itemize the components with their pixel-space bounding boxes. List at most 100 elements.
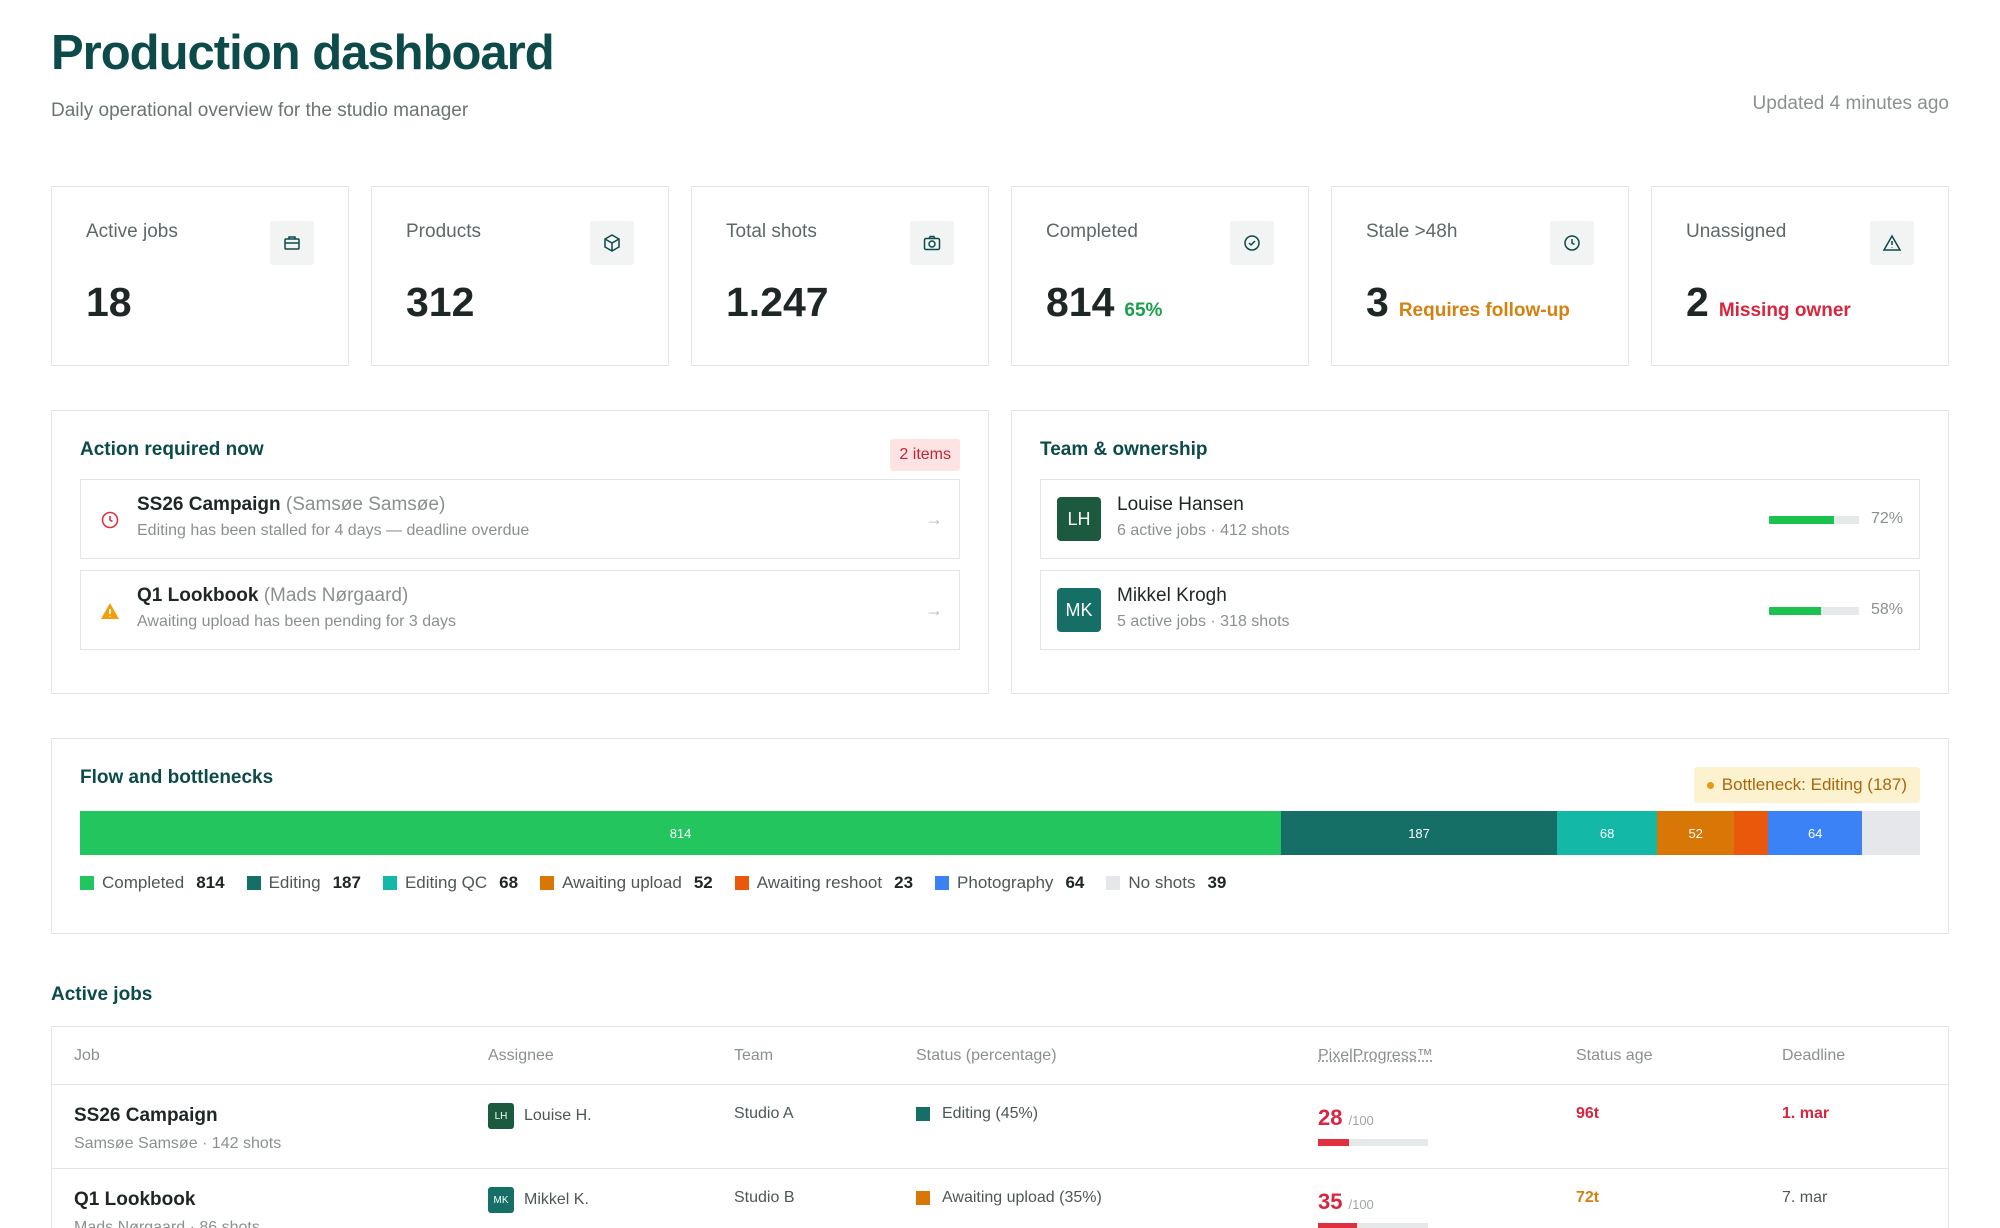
assignee-cell: LH Louise H. bbox=[488, 1103, 734, 1168]
column-header[interactable]: Assignee bbox=[488, 1046, 554, 1064]
column-header[interactable]: Team bbox=[734, 1046, 774, 1064]
workload-bar bbox=[1769, 607, 1859, 615]
job-name[interactable]: SS26 Campaign bbox=[74, 1105, 218, 1126]
kpi-label: Total shots bbox=[726, 221, 817, 242]
kpi-label: Products bbox=[406, 221, 481, 242]
legend-swatch bbox=[246, 876, 261, 890]
clock-icon bbox=[101, 511, 119, 529]
status-age: 72t bbox=[1576, 1189, 1600, 1206]
score-max: /100 bbox=[1348, 1197, 1374, 1212]
job-meta: Mads Nørgaard · 86 shots bbox=[74, 1219, 260, 1228]
kpi-value: 18 bbox=[86, 279, 132, 325]
assignee[interactable]: LH Louise H. bbox=[488, 1103, 734, 1129]
legend-label: Completed bbox=[102, 873, 185, 892]
table-header: Job Assignee Team Status (percentage) Pi… bbox=[52, 1027, 1948, 1085]
assignee-name: Louise H. bbox=[524, 1107, 592, 1124]
camera-icon bbox=[910, 221, 954, 265]
flow-segment[interactable] bbox=[1862, 811, 1920, 855]
status-label: Awaiting upload (35%) bbox=[942, 1189, 1102, 1206]
flow-panel: Flow and bottlenecks Bottleneck: Editing… bbox=[51, 738, 1949, 934]
score-value: 28 bbox=[1318, 1105, 1343, 1130]
table-row[interactable]: SS26 Campaign Samsøe Samsøe · 142 shots LH… bbox=[52, 1085, 1948, 1169]
kpi-stale[interactable]: Stale >48h 3 Requires follow-up bbox=[1331, 186, 1629, 366]
job-name[interactable]: Q1 Lookbook bbox=[74, 1189, 196, 1210]
flow-segment[interactable]: 814 bbox=[80, 811, 1282, 855]
arrow-right-icon[interactable]: → bbox=[925, 600, 943, 620]
arrow-right-icon[interactable]: → bbox=[925, 509, 943, 529]
team-member[interactable]: LH Louise Hansen 6 active jobs · 412 sho… bbox=[1040, 479, 1920, 559]
status-badge: Awaiting upload (35%) bbox=[916, 1189, 1318, 1207]
team-member[interactable]: MK Mikkel Krogh 5 active jobs · 318 shot… bbox=[1040, 570, 1920, 650]
legend-swatch bbox=[382, 876, 397, 890]
legend-swatch bbox=[1106, 876, 1121, 890]
column-header[interactable]: Deadline bbox=[1782, 1046, 1846, 1064]
legend-label: Photography bbox=[957, 873, 1054, 892]
panel-title: Flow and bottlenecks bbox=[80, 767, 274, 788]
legend-value: 52 bbox=[693, 873, 713, 892]
kpi-label: Completed bbox=[1046, 221, 1138, 242]
action-item-description: Awaiting upload has been pending for 3 d… bbox=[137, 613, 457, 630]
legend-item: Editing 187 bbox=[246, 873, 361, 893]
score-value: 35 bbox=[1318, 1189, 1343, 1214]
pixelprogress-cell: 35/100 bbox=[1318, 1189, 1576, 1228]
legend-label: Awaiting reshoot bbox=[756, 873, 883, 892]
kpi-products[interactable]: Products 312 bbox=[371, 186, 669, 366]
assignee[interactable]: MK Mikkel K. bbox=[488, 1187, 734, 1213]
kpi-value: 814 bbox=[1046, 279, 1115, 325]
score-bar-fill bbox=[1318, 1223, 1357, 1228]
kpi-label: Unassigned bbox=[1686, 221, 1787, 242]
pixelprogress-cell: 28/100 bbox=[1318, 1105, 1576, 1168]
clock-icon bbox=[1550, 221, 1594, 265]
team-ownership-panel: Team & ownership LH Louise Hansen 6 acti… bbox=[1011, 410, 1949, 694]
kpi-label: Stale >48h bbox=[1366, 221, 1458, 242]
column-header[interactable]: Status age bbox=[1576, 1046, 1653, 1064]
flow-segment[interactable] bbox=[1734, 811, 1768, 855]
team-cell: Studio B bbox=[734, 1189, 795, 1206]
assignee-cell: MK Mikkel K. bbox=[488, 1187, 734, 1228]
job-cell: SS26 Campaign Samsøe Samsøe · 142 shots bbox=[52, 1105, 488, 1168]
kpi-completed[interactable]: Completed 814 65% bbox=[1011, 186, 1309, 366]
action-item[interactable]: Q1 Lookbook (Mads Nørgaard) Awaiting upl… bbox=[80, 570, 960, 650]
team-cell: Studio A bbox=[734, 1105, 794, 1122]
flow-segment[interactable]: 52 bbox=[1657, 811, 1735, 855]
avatar: MK bbox=[488, 1187, 514, 1213]
action-item-title: Q1 Lookbook (Mads Nørgaard) bbox=[137, 585, 939, 607]
kpi-note: 65% bbox=[1124, 300, 1163, 321]
score-bar bbox=[1318, 1223, 1428, 1228]
kpi-value: 3 bbox=[1366, 279, 1389, 325]
column-header[interactable]: Status (percentage) bbox=[916, 1046, 1057, 1064]
column-header[interactable]: Job bbox=[74, 1046, 100, 1064]
page-header: Production dashboard Daily operational o… bbox=[51, 26, 1949, 144]
legend-item: Editing QC 68 bbox=[382, 873, 518, 893]
updated-timestamp: Updated 4 minutes ago bbox=[1752, 93, 1949, 114]
legend-label: Editing QC bbox=[404, 873, 488, 892]
page-title: Production dashboard bbox=[51, 26, 555, 80]
kpi-note: Requires follow-up bbox=[1398, 300, 1570, 321]
legend-label: Editing bbox=[268, 873, 321, 892]
action-item-title: SS26 Campaign (Samsøe Samsøe) bbox=[137, 494, 939, 516]
warning-icon bbox=[1870, 221, 1914, 265]
status-badge: Editing (45%) bbox=[916, 1105, 1318, 1123]
status-cell: Awaiting upload (35%) bbox=[916, 1189, 1318, 1228]
score-bar-fill bbox=[1318, 1139, 1349, 1146]
kpi-active-jobs[interactable]: Active jobs 18 bbox=[51, 186, 349, 366]
flow-segment[interactable]: 187 bbox=[1281, 811, 1557, 855]
flow-segment[interactable]: 68 bbox=[1557, 811, 1658, 855]
legend-swatch bbox=[734, 876, 749, 890]
table-row[interactable]: Q1 Lookbook Mads Nørgaard · 86 shots MK Mik… bbox=[52, 1169, 1948, 1228]
legend-item: Completed 814 bbox=[80, 873, 225, 893]
legend-swatch bbox=[935, 876, 950, 890]
kpi-total-shots[interactable]: Total shots 1.247 bbox=[691, 186, 989, 366]
kpi-unassigned[interactable]: Unassigned 2 Missing owner bbox=[1651, 186, 1949, 366]
flow-segment[interactable]: 64 bbox=[1767, 811, 1863, 855]
status-cell: Editing (45%) bbox=[916, 1105, 1318, 1168]
column-header[interactable]: PixelProgress™ bbox=[1318, 1046, 1433, 1064]
kpi-row: Active jobs 18 Products 312 Total shots … bbox=[51, 186, 1949, 366]
action-item-description: Editing has been stalled for 4 days — de… bbox=[137, 522, 530, 539]
items-count-badge: 2 items bbox=[890, 439, 960, 471]
member-name: Mikkel Krogh bbox=[1117, 585, 1227, 606]
client-name: (Mads Nørgaard) bbox=[263, 585, 409, 606]
action-item[interactable]: SS26 Campaign (Samsøe Samsøe) Editing ha… bbox=[80, 479, 960, 559]
status-age: 96t bbox=[1576, 1105, 1600, 1122]
active-jobs-table: Job Assignee Team Status (percentage) Pi… bbox=[51, 1026, 1949, 1228]
